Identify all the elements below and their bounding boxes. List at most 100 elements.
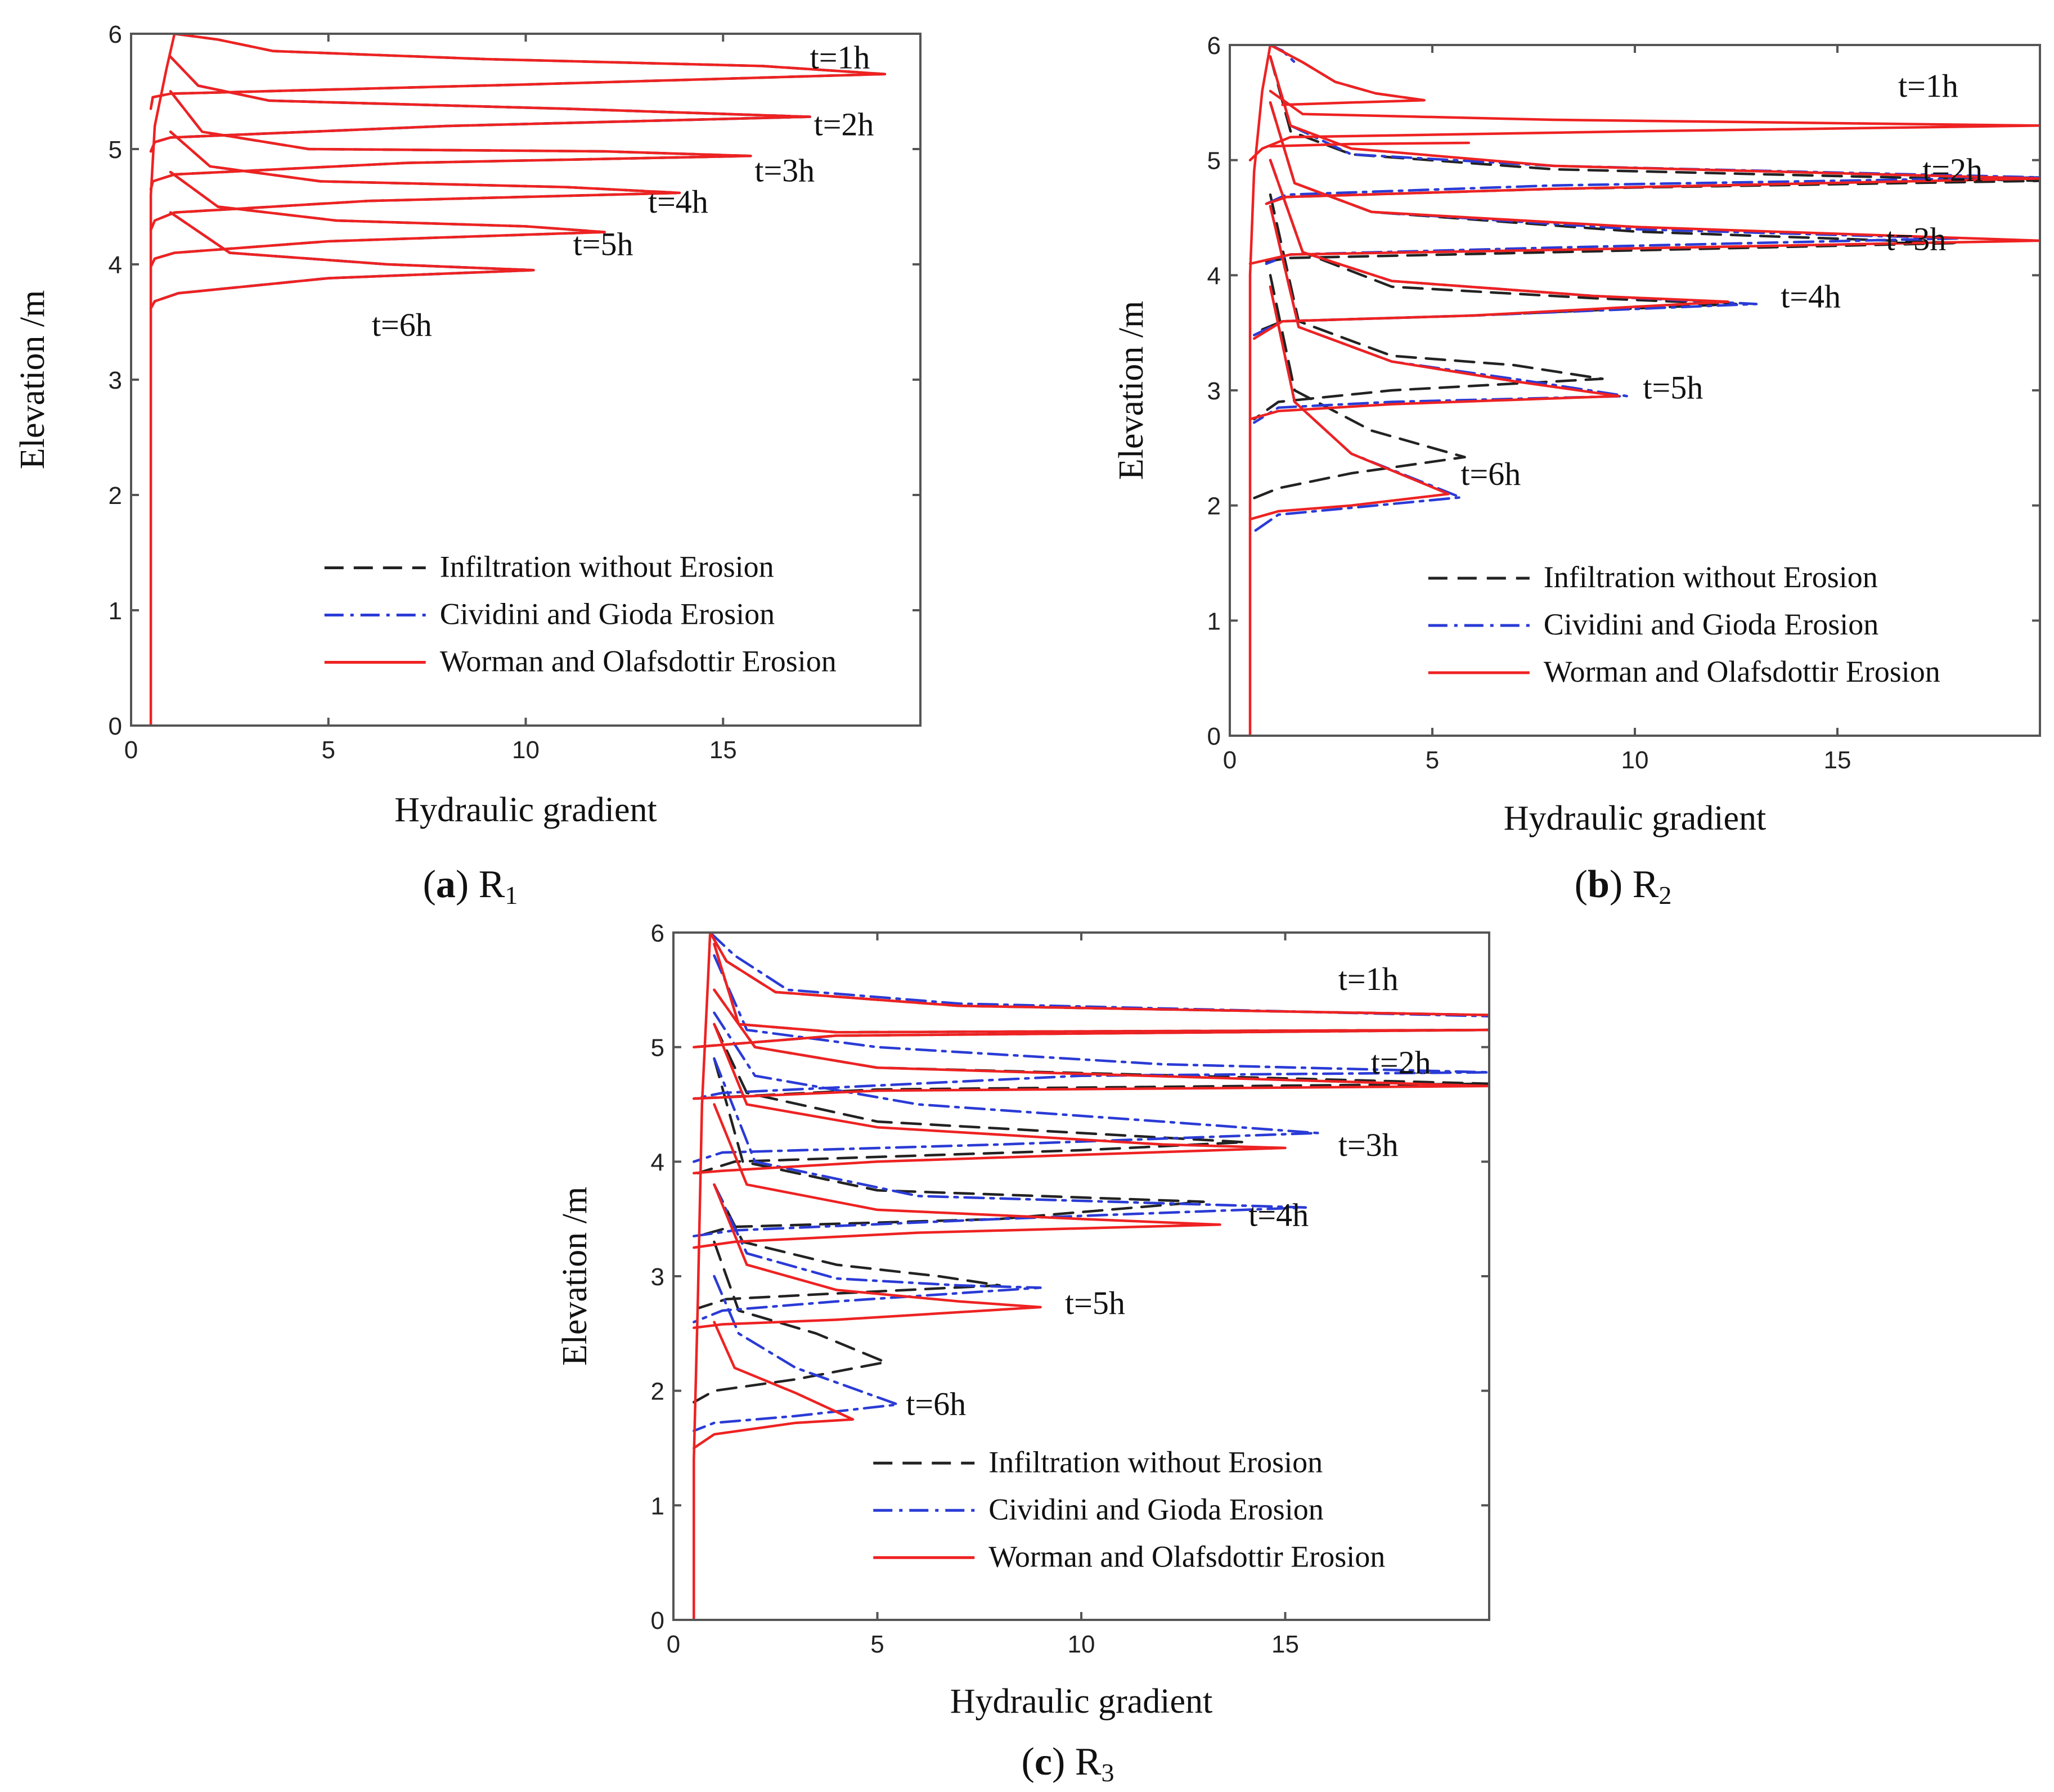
y-tick-label: 3	[651, 1263, 664, 1291]
y-tick-label: 1	[1207, 607, 1221, 635]
series-worman-curve	[693, 1183, 1042, 1329]
series-infiltration-curve	[1252, 159, 1738, 334]
time-label: t=6h	[372, 307, 432, 343]
y-axis-label: Elevation /m	[1112, 301, 1150, 480]
series-cividini-curve	[693, 954, 1489, 1100]
series-worman-curve	[149, 211, 535, 310]
series-worman-curve	[1248, 45, 1272, 736]
x-axis-label: Hydraulic gradient	[1504, 799, 1767, 838]
x-tick-label: 10	[512, 736, 540, 764]
y-axis-label: Elevation /m	[556, 1187, 594, 1366]
time-label: t=4h	[1248, 1196, 1309, 1233]
series-worman-curve	[693, 988, 1489, 1100]
y-tick-label: 6	[1207, 32, 1221, 60]
legend-entry: Cividini and Gioda Erosion	[440, 597, 775, 631]
x-tick-label: 5	[870, 1631, 884, 1658]
time-label: t=2h	[1371, 1044, 1431, 1081]
x-axis-label: Hydraulic gradient	[394, 791, 657, 829]
time-label: t=3h	[754, 152, 815, 188]
time-label: t=4h	[648, 183, 708, 220]
time-label: t=5h	[1065, 1285, 1125, 1321]
series-worman-curve	[149, 170, 606, 268]
x-tick-label: 15	[709, 736, 737, 764]
y-tick-label: 6	[651, 920, 664, 947]
series-worman-curve	[1269, 141, 1471, 148]
series-worman-curve	[1248, 205, 1620, 421]
y-tick-label: 1	[651, 1492, 664, 1520]
y-tick-label: 2	[109, 482, 122, 510]
series-cividini-curve	[693, 1057, 1307, 1237]
time-label: t=3h	[1886, 220, 1946, 257]
series-worman-curve	[1269, 45, 1426, 106]
x-tick-label: 10	[1068, 1631, 1095, 1658]
panel-caption: (a) R1	[423, 863, 518, 909]
series-infiltration-curve	[696, 1023, 1246, 1174]
chart-b: 0 5 10 15 0 1 2 3 4 5 6 Hydraulic gradient Elevation…	[1112, 32, 2041, 909]
series-worman-curve	[693, 1103, 1221, 1249]
series-worman-curve	[1248, 285, 1450, 521]
y-tick-label: 4	[109, 251, 122, 279]
x-tick-label: 0	[124, 736, 138, 764]
x-tick-label: 0	[667, 1631, 680, 1658]
y-tick-label: 5	[1207, 147, 1221, 175]
x-tick-label: 5	[322, 736, 335, 764]
time-label: t=1h	[1338, 961, 1399, 997]
time-label: t=1h	[810, 39, 870, 76]
time-label: t=2h	[814, 106, 874, 142]
series-worman-curve	[693, 1023, 1287, 1174]
y-tick-label: 2	[1207, 493, 1221, 520]
panel-caption: (c) R3	[1022, 1740, 1114, 1787]
series-worman-curve	[693, 943, 1489, 1048]
time-label: t=4h	[1781, 278, 1841, 315]
x-tick-label: 0	[1223, 746, 1237, 774]
series-cividini-curve	[693, 1275, 900, 1433]
x-tick-label: 15	[1271, 1631, 1299, 1658]
legend-entry: Infiltration without Erosion	[988, 1445, 1323, 1479]
time-label: t=3h	[1338, 1127, 1399, 1163]
x-tick-label: 15	[1824, 746, 1851, 774]
series-worman-curve	[1248, 89, 2040, 161]
series-worman-curve	[149, 34, 887, 110]
series-worman-curve	[693, 933, 712, 1620]
series-worman-curve	[1248, 101, 2040, 265]
y-tick-label: 0	[651, 1607, 664, 1635]
series-worman-curve	[149, 90, 752, 191]
y-axis-label: Elevation /m	[14, 290, 52, 470]
time-label: t=5h	[1643, 369, 1703, 406]
y-tick-label: 4	[651, 1149, 664, 1176]
series-infiltration-curve	[149, 130, 681, 231]
y-tick-label: 3	[1207, 377, 1221, 405]
series-infiltration-curve	[696, 1057, 1205, 1237]
y-tick-label: 0	[1207, 723, 1221, 750]
y-tick-label: 4	[1207, 262, 1221, 290]
panel-caption: (b) R2	[1575, 863, 1672, 909]
series-infiltration-curve	[149, 34, 887, 110]
legend-entry: Cividini and Gioda Erosion	[988, 1492, 1323, 1526]
series-cividini-curve	[693, 1011, 1319, 1163]
time-label: t=6h	[906, 1385, 966, 1422]
y-tick-label: 1	[109, 597, 122, 625]
legend-entry: Cividini and Gioda Erosion	[1544, 607, 1878, 641]
legend-entry: Infiltration without Erosion	[440, 550, 774, 584]
legend-entry: Worman and Olafsdottir Erosion	[440, 645, 837, 678]
legend-entry: Infiltration without Erosion	[1544, 560, 1878, 594]
series-worman-curve	[149, 55, 811, 153]
y-tick-label: 5	[651, 1034, 664, 1062]
series-infiltration-curve	[1269, 45, 1426, 102]
series-worman-curve	[149, 130, 681, 231]
series-worman-curve	[149, 34, 176, 726]
series-worman-curve	[1252, 159, 1729, 340]
chart-c: 0 5 10 15 0 1 2 3 4 5 6 Hydraulic gradient Elevation…	[556, 920, 1490, 1787]
time-label: t=5h	[573, 226, 633, 263]
series-worman-curve	[709, 933, 1489, 1016]
time-label: t=6h	[1460, 456, 1521, 492]
time-label: t=2h	[1922, 152, 1983, 188]
y-tick-label: 2	[651, 1378, 664, 1406]
x-axis-label: Hydraulic gradient	[950, 1682, 1213, 1721]
x-tick-label: 10	[1621, 746, 1649, 774]
time-label: t=1h	[1898, 67, 1958, 104]
series-infiltration-curve	[693, 1240, 887, 1404]
y-tick-label: 3	[109, 367, 122, 394]
y-tick-label: 0	[109, 713, 122, 740]
